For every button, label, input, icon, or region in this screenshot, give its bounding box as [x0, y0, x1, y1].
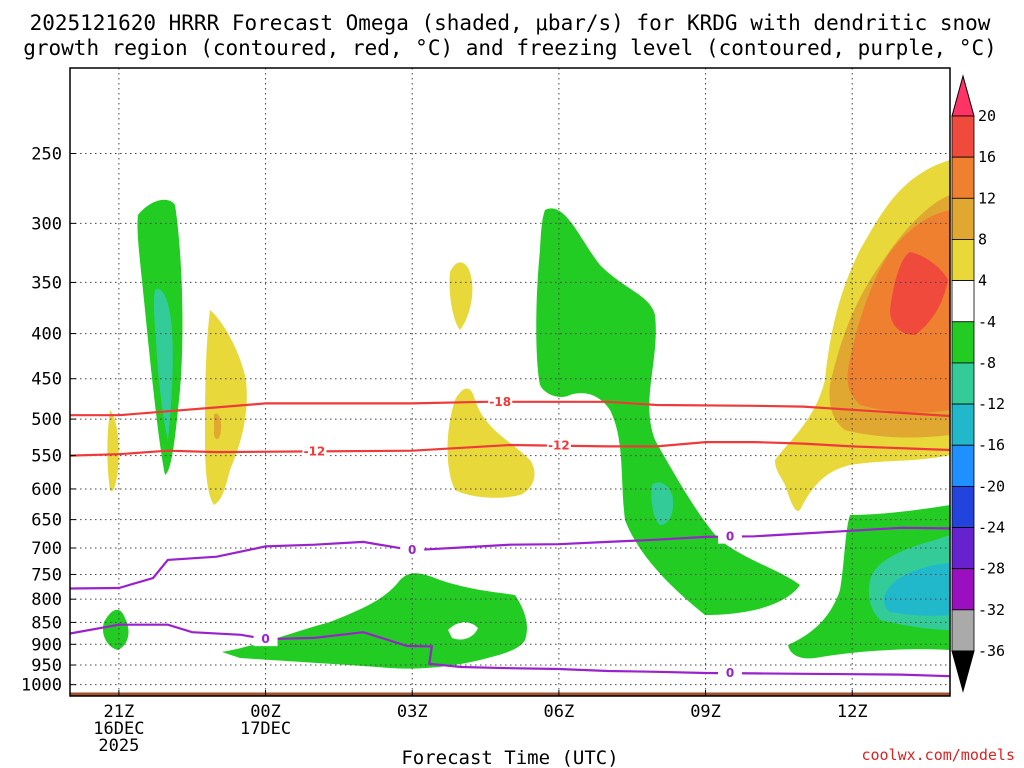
colorbar-label: 4: [978, 272, 987, 290]
y-tick-label: 500: [31, 410, 62, 430]
omega-region-rising-3-hole: [448, 622, 478, 640]
y-tick-label: 950: [31, 656, 62, 676]
colorbar-band: [951, 321, 975, 364]
contour-lines: -18 -12 -12 0 0 0 0: [69, 394, 951, 681]
colorbar-label: -28: [978, 560, 1005, 578]
y-tick-label: 800: [31, 590, 62, 610]
contour-freezing-level-lower-label: 0: [726, 666, 734, 680]
omega-region-rising-2-core: [651, 482, 674, 525]
colorbar-label: -36: [978, 642, 1005, 660]
chart-title-line-1: 2025121620 HRRR Forecast Omega (shaded, …: [30, 11, 991, 35]
contour-label-bg: [488, 394, 513, 409]
y-tick-label: 1000: [21, 676, 62, 696]
contour-label-bg: [718, 529, 742, 544]
colorbar-band: [951, 156, 975, 199]
colorbar-label: 12: [978, 189, 996, 207]
ground-layer: [70, 692, 950, 696]
colorbar-band: [951, 239, 975, 282]
contour-freezing-level-upper: [69, 526, 951, 590]
colorbar-label: 16: [978, 148, 996, 166]
x-tick-label: 12Z: [837, 702, 868, 722]
omega-region-sinking-1-core: [214, 413, 222, 440]
y-tick-label: 300: [31, 214, 62, 234]
contour-freezing-level-lower: [69, 623, 951, 678]
y-tick-label: 600: [31, 480, 62, 500]
y-tick-label: 550: [31, 447, 62, 467]
colorbar-band: [951, 197, 975, 240]
omega-region-sinking-2: [107, 410, 119, 492]
colorbar-label: -12: [978, 395, 1005, 413]
colorbar: 20 16 12 8 4 -4 -8 -12 -16 -20 -24 -28 -32 -36: [951, 74, 1005, 693]
contour-dgz-minus12-label: -12: [304, 444, 326, 458]
colorbar-label: -4: [978, 313, 996, 331]
y-tick-label: 700: [31, 539, 62, 559]
omega-region-rising-1-core: [153, 289, 173, 440]
colorbar-label: 20: [978, 107, 996, 125]
omega-region-sinking-8: [890, 252, 948, 335]
x-tick-label: 21Z: [104, 702, 135, 722]
y-tick-label: 250: [31, 144, 62, 164]
omega-region-sinking-4: [447, 388, 535, 498]
y-tick-label: 350: [31, 273, 62, 293]
chart-title-line-2: growth region (contoured, red, °C) and f…: [23, 36, 997, 60]
omega-region-rising-5: [102, 609, 129, 650]
colorbar-band: [951, 403, 975, 446]
colorbar-band: [951, 115, 975, 158]
x-tick-label: 2025: [98, 736, 139, 756]
contour-label-bg: [302, 444, 327, 459]
y-tick-label: 900: [31, 635, 62, 655]
colorbar-band: [951, 485, 975, 528]
omega-shading: [102, 160, 950, 669]
x-tick-label: 17DEC: [240, 719, 291, 739]
x-tick-label: 03Z: [397, 702, 428, 722]
colorbar-band: [951, 362, 975, 405]
colorbar-band: [951, 609, 975, 652]
colorbar-label: -32: [978, 601, 1005, 619]
colorbar-top-arrow: [951, 74, 975, 117]
y-tick-label: 850: [31, 613, 62, 633]
omega-region-rising-2: [536, 208, 800, 616]
y-tick-label: 750: [31, 565, 62, 585]
contour-label-bg: [718, 666, 742, 681]
contour-label-bg: [546, 438, 571, 453]
plot-frame: [69, 67, 951, 697]
colorbar-band: [951, 527, 975, 570]
colorbar-band: [951, 280, 975, 323]
colorbar-label: -24: [978, 519, 1005, 537]
y-tick-label: 400: [31, 325, 62, 345]
contour-freezing-level-lower-label: 0: [261, 632, 269, 646]
contour-dgz-minus18: [70, 400, 951, 418]
colorbar-label: -16: [978, 436, 1005, 454]
x-tick-label: 16DEC: [93, 719, 144, 739]
contour-label-bg: [253, 632, 278, 647]
omega-region-rising-4-inner: [884, 563, 950, 616]
colorbar-label: 8: [978, 230, 987, 248]
x-tick-label: 09Z: [690, 702, 721, 722]
x-tick-label: 00Z: [250, 702, 281, 722]
contour-dgz-minus18-label: -18: [489, 395, 511, 409]
ground-surface: [70, 692, 950, 696]
credit-text: coolwx.com/models: [861, 746, 1015, 764]
colorbar-label: -8: [978, 354, 996, 372]
x-axis-label: Forecast Time (UTC): [401, 747, 618, 768]
colorbar-bottom-arrow: [951, 650, 975, 693]
contour-freezing-level-upper-label: 0: [408, 543, 416, 557]
colorbar-band: [951, 444, 975, 487]
omega-region-sinking-3: [449, 262, 473, 330]
colorbar-band: [951, 568, 975, 611]
y-tick-label: 450: [31, 370, 62, 390]
plot-gridlines: [70, 68, 950, 696]
y-tick-label: 650: [31, 511, 62, 531]
x-tick-label: 06Z: [544, 702, 575, 722]
contour-label-bg: [400, 543, 425, 558]
y-axis-ticks: 2503003504004505005506006507007508008509…: [21, 144, 76, 696]
colorbar-label: -20: [978, 477, 1005, 495]
contour-freezing-level-upper-label: 0: [726, 530, 734, 544]
contour-dgz-minus12-label: -12: [548, 439, 570, 453]
